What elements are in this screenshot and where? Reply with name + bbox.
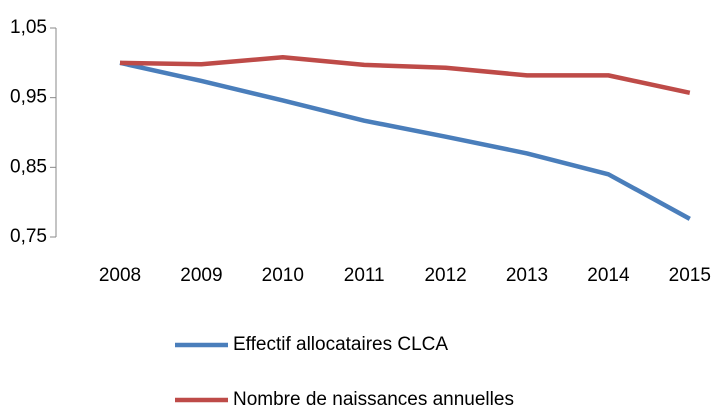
x-tick-label: 2015 — [669, 265, 711, 286]
legend-label: Effectif allocataires CLCA — [233, 334, 448, 355]
x-tick-label: 2012 — [424, 265, 466, 286]
y-tick-label: 0,75 — [10, 226, 47, 247]
x-tick-label: 2013 — [506, 265, 548, 286]
series-line — [119, 60, 691, 221]
x-tick-label: 2011 — [344, 265, 385, 286]
series-line — [119, 55, 691, 95]
y-tick-label: 1,05 — [10, 17, 47, 38]
x-tick-label: 2008 — [99, 265, 141, 286]
legend-label: Nombre de naissances annuelles — [233, 389, 514, 410]
y-tick-label: 0,95 — [10, 87, 47, 108]
y-tick-label: 0,85 — [10, 156, 47, 177]
x-tick-label: 2010 — [262, 265, 304, 286]
x-tick-label: 2009 — [180, 265, 222, 286]
x-tick-label: 2014 — [587, 265, 630, 286]
